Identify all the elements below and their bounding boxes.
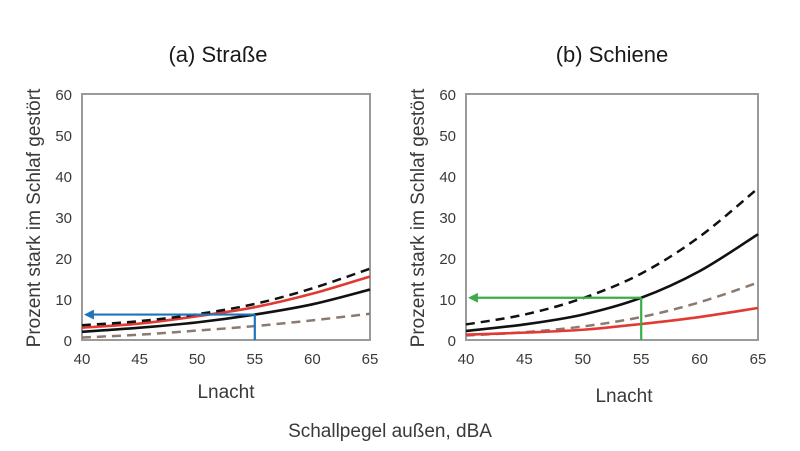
x-tick-label: 60 — [304, 351, 321, 368]
x-tick-labels-road: 40 45 50 55 60 65 — [74, 351, 379, 368]
y-tick-labels-road: 0 10 20 30 40 50 60 — [55, 87, 72, 350]
y-tick-label: 60 — [55, 87, 72, 104]
shared-x-axis-label: Schallpegel außen, dBA — [288, 421, 492, 442]
y-tick-label: 50 — [439, 128, 456, 145]
x-tick-label: 65 — [750, 351, 767, 368]
x-tick-label: 50 — [574, 351, 591, 368]
x-tick-label: 40 — [74, 351, 91, 368]
series-line-road-1 — [81, 275, 371, 329]
plot-frame-road — [81, 93, 371, 341]
y-tick-label: 30 — [55, 210, 72, 227]
series-line-rail-2 — [465, 233, 759, 333]
annotation-road — [84, 309, 256, 340]
y-tick-label: 30 — [439, 210, 456, 227]
y-tick-label: 60 — [439, 87, 456, 104]
series-line-rail-4 — [465, 306, 759, 336]
series-line-rail-1 — [465, 187, 759, 326]
x-axis-label-road: Lnacht — [197, 382, 255, 403]
series-line-road-3 — [81, 288, 371, 334]
annotation-rail — [468, 292, 643, 340]
x-tick-label: 60 — [691, 351, 708, 368]
y-axis-label-rail: Prozent stark im Schlaf gestört — [408, 88, 429, 347]
x-tick-labels-rail: 40 45 50 55 60 65 — [458, 351, 767, 368]
panel-title-rail: (b) Schiene — [556, 42, 669, 67]
y-tick-label: 20 — [439, 251, 456, 268]
panel-title-road: (a) Straße — [168, 42, 267, 67]
y-tick-label: 20 — [55, 251, 72, 268]
panel-rail: (b) Schiene Prozent stark im Schlaf gest… — [408, 42, 766, 407]
series-group-rail — [465, 187, 759, 337]
y-tick-label: 50 — [55, 128, 72, 145]
series-line-road-4 — [81, 312, 371, 339]
x-axis-label-rail: Lnacht — [595, 386, 653, 407]
y-tick-label: 40 — [439, 169, 456, 186]
y-tick-label: 0 — [64, 333, 72, 350]
panel-road: (a) Straße Prozent stark im Schlaf gestö… — [24, 42, 378, 403]
x-tick-label: 55 — [246, 351, 263, 368]
series-group-road — [81, 267, 371, 339]
x-tick-label: 50 — [189, 351, 206, 368]
plot-frame-rail — [465, 93, 759, 341]
y-tick-label: 40 — [55, 169, 72, 186]
y-tick-label: 0 — [448, 333, 456, 350]
y-axis-label-road: Prozent stark im Schlaf gestört — [24, 88, 45, 347]
x-tick-label: 45 — [516, 351, 533, 368]
x-tick-label: 65 — [362, 351, 379, 368]
y-tick-labels-rail: 0 10 20 30 40 50 60 — [439, 87, 456, 350]
x-tick-label: 40 — [458, 351, 475, 368]
x-tick-label: 45 — [131, 351, 148, 368]
y-tick-label: 10 — [439, 292, 456, 309]
series-line-road-2 — [81, 267, 371, 327]
x-tick-label: 55 — [633, 351, 650, 368]
y-tick-label: 10 — [55, 292, 72, 309]
